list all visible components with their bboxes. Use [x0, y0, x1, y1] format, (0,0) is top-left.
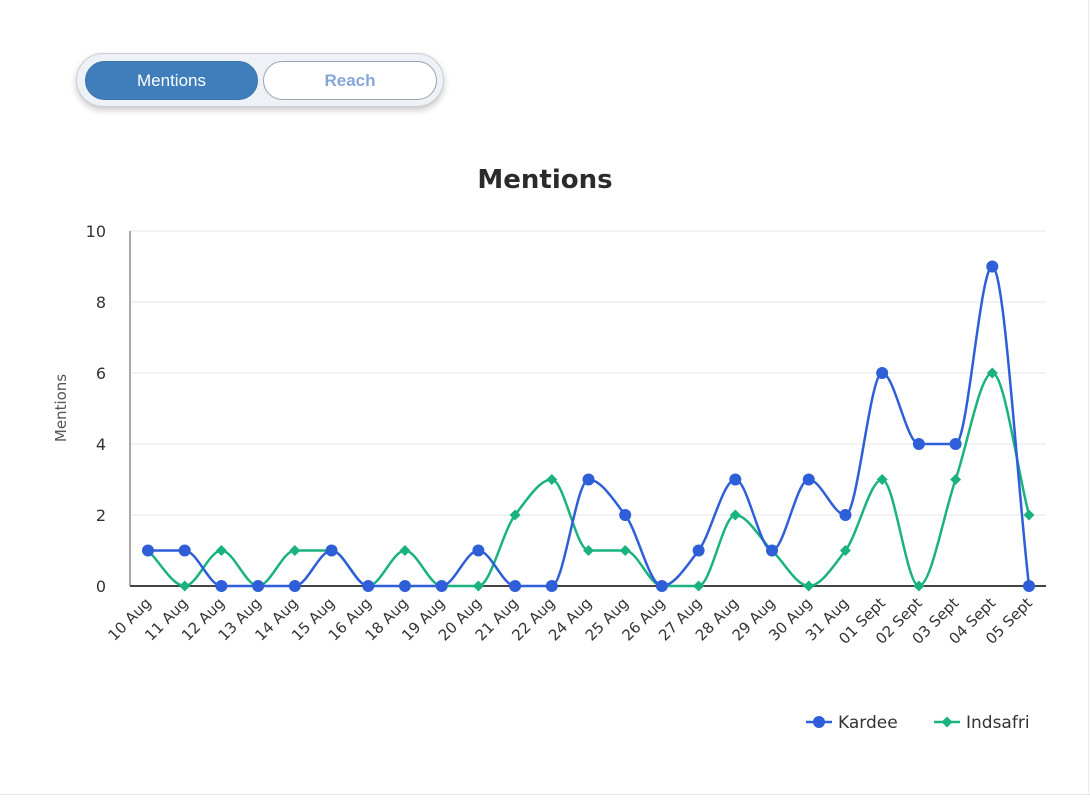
data-point[interactable]	[399, 545, 411, 556]
legend-label: Kardee	[838, 713, 898, 733]
y-tick-label: 4	[96, 435, 106, 454]
data-point[interactable]	[913, 580, 925, 592]
data-point[interactable]	[619, 545, 631, 556]
data-point[interactable]	[472, 544, 485, 557]
data-point[interactable]	[876, 474, 888, 485]
y-tick-label: 8	[96, 293, 106, 312]
grid-lines	[130, 230, 1046, 516]
legend-item-indsafri[interactable]: Indsafri	[934, 713, 1030, 733]
y-tick-label: 10	[86, 222, 106, 241]
data-point[interactable]	[288, 580, 301, 592]
data-point[interactable]	[178, 544, 191, 557]
data-point[interactable]	[546, 474, 558, 485]
data-point[interactable]	[1023, 509, 1035, 521]
data-point[interactable]	[839, 545, 851, 556]
data-point[interactable]	[215, 545, 227, 556]
data-point[interactable]	[289, 545, 301, 556]
y-tick-label: 6	[96, 364, 106, 383]
series-markers	[142, 260, 1035, 592]
mentions-button[interactable]: Mentions	[85, 61, 258, 100]
data-point[interactable]	[729, 473, 742, 486]
bottom-border	[0, 794, 1090, 795]
data-point[interactable]	[949, 438, 962, 450]
reach-button[interactable]: Reach	[263, 61, 437, 100]
legend-label: Indsafri	[966, 713, 1030, 733]
y-axis-label: Mentions	[52, 374, 70, 442]
data-point[interactable]	[766, 544, 779, 557]
data-point[interactable]	[398, 580, 411, 592]
data-point[interactable]	[545, 580, 558, 592]
data-point[interactable]	[325, 544, 338, 557]
data-point[interactable]	[619, 509, 632, 521]
data-point[interactable]	[1023, 580, 1035, 592]
data-point[interactable]	[839, 509, 852, 521]
chart-title: Mentions	[477, 165, 612, 195]
data-point[interactable]	[692, 544, 705, 557]
data-point[interactable]	[472, 580, 484, 592]
data-point[interactable]	[142, 544, 154, 557]
data-point[interactable]	[583, 545, 594, 556]
legend-item-kardee[interactable]: Kardee	[806, 713, 898, 733]
data-point[interactable]	[693, 580, 705, 592]
data-point[interactable]	[912, 438, 925, 450]
series-lines	[147, 265, 1031, 588]
data-point[interactable]	[435, 580, 448, 592]
legend-marker	[941, 716, 953, 728]
data-point[interactable]	[179, 580, 191, 592]
data-point[interactable]	[582, 473, 595, 486]
data-point[interactable]	[509, 580, 522, 592]
data-point[interactable]	[655, 580, 668, 592]
data-point[interactable]	[252, 580, 265, 592]
data-point[interactable]	[509, 509, 521, 521]
metric-toggle: Mentions Reach	[76, 53, 444, 107]
data-point[interactable]	[950, 474, 962, 485]
data-point[interactable]	[876, 367, 889, 379]
data-point[interactable]	[215, 580, 228, 592]
y-tick-label: 0	[96, 577, 106, 596]
legend-marker	[813, 716, 825, 728]
data-point[interactable]	[729, 509, 741, 521]
y-tick-labels: 0 2 4 6 8 10	[86, 222, 106, 596]
right-border	[1088, 0, 1089, 795]
data-point[interactable]	[362, 580, 375, 592]
data-point[interactable]	[986, 260, 999, 273]
y-tick-label: 2	[96, 506, 106, 525]
axes	[129, 231, 1046, 587]
legend: Kardee Indsafri	[806, 713, 1030, 733]
data-point[interactable]	[802, 473, 815, 486]
data-point[interactable]	[803, 580, 815, 592]
series-line-kardee	[148, 265, 1031, 588]
data-point[interactable]	[986, 367, 998, 379]
